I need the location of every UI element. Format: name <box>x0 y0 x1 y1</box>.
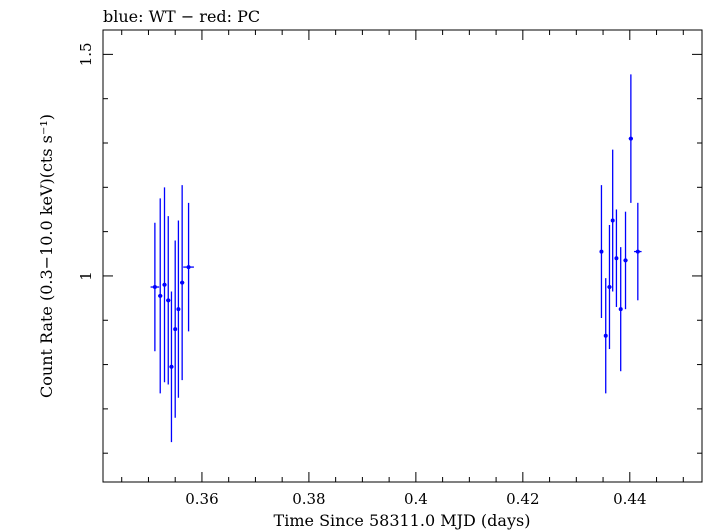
x-tick-label: 0.44 <box>613 490 646 508</box>
point-marker <box>628 136 633 141</box>
y-tick-label: 1.5 <box>77 42 95 66</box>
x-tick-label: 0.42 <box>506 490 539 508</box>
data-point <box>607 224 612 350</box>
x-axis-label: Time Since 58311.0 MJD (days) <box>274 511 531 530</box>
point-marker <box>635 249 640 254</box>
data-series <box>150 74 642 443</box>
point-marker <box>166 298 171 303</box>
data-point <box>162 187 167 383</box>
chart-title: blue: WT − red: PC <box>103 7 260 26</box>
point-marker <box>180 280 185 285</box>
point-marker <box>162 282 167 287</box>
x-tick-label: 0.4 <box>404 490 428 508</box>
data-point <box>180 185 185 381</box>
axis-ticks: 0.36 0.38 0.4 0.42 0.44 1 1.5 <box>77 30 702 508</box>
point-marker <box>599 249 604 254</box>
data-point <box>166 216 171 385</box>
data-point <box>603 278 608 394</box>
point-marker <box>607 285 612 290</box>
data-point <box>158 198 163 394</box>
data-point <box>623 211 628 310</box>
data-point <box>614 209 619 307</box>
point-marker <box>603 333 608 338</box>
series-wt <box>150 74 642 443</box>
data-point <box>176 220 181 398</box>
data-point <box>173 240 178 418</box>
point-marker <box>158 293 163 298</box>
point-marker <box>173 327 178 332</box>
data-point <box>634 202 642 301</box>
x-tick-label: 0.38 <box>292 490 325 508</box>
x-tick-label: 0.36 <box>185 490 218 508</box>
point-marker <box>618 307 623 312</box>
data-point <box>169 291 174 443</box>
point-marker <box>610 218 615 223</box>
data-point <box>628 74 634 203</box>
data-point <box>150 222 160 352</box>
plot-frame <box>102 29 703 483</box>
data-point <box>618 247 623 372</box>
data-point <box>610 149 615 292</box>
point-marker <box>623 258 628 263</box>
point-marker <box>176 307 181 312</box>
point-marker <box>152 285 157 290</box>
data-point <box>183 202 194 332</box>
point-marker <box>614 256 619 261</box>
point-marker <box>169 364 174 369</box>
data-point <box>599 185 604 319</box>
y-axis-label: Count Rate (0.3−10.0 keV)(cts s⁻¹) <box>37 114 56 398</box>
y-tick-label: 1 <box>77 271 95 281</box>
point-marker <box>186 265 191 270</box>
